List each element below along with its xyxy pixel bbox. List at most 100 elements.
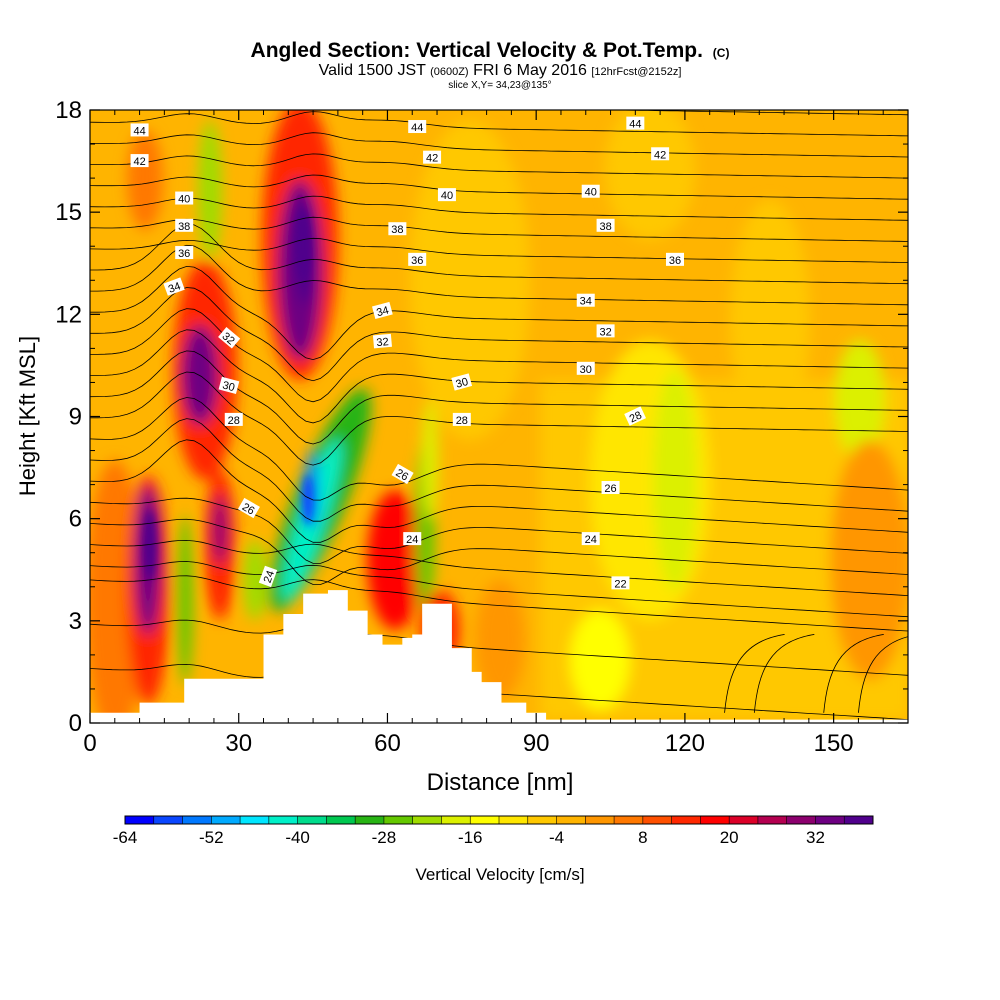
isentrope-line <box>90 539 908 596</box>
valid-date: FRI 6 May 2016 <box>473 62 587 79</box>
contour-label-text: 28 <box>456 415 468 427</box>
contour-label-text: 30 <box>455 376 470 391</box>
contour-label: 40 <box>175 191 194 206</box>
colorbar-tick-label: 32 <box>806 828 825 847</box>
colorbar-swatch <box>671 816 701 824</box>
contour-label-bg <box>403 532 422 546</box>
chart-title-unit: (C) <box>713 46 730 60</box>
contour-label-bg <box>408 252 427 266</box>
isentrope-line <box>90 195 908 221</box>
contour-label: 34 <box>371 301 393 320</box>
contour-label-bg <box>601 481 620 495</box>
contour-label-text: 38 <box>178 221 190 233</box>
contour-label: 24 <box>581 532 600 546</box>
contour-label: 28 <box>224 412 243 427</box>
contour-label-text: 30 <box>221 379 236 394</box>
y-tick-label: 0 <box>69 710 82 737</box>
colorbar-tick-label: -64 <box>113 828 138 847</box>
isentrope-line <box>90 439 908 543</box>
isentrope-line <box>90 111 908 137</box>
x-tick-label: 120 <box>665 730 705 757</box>
contour-label-text: 42 <box>133 156 145 168</box>
colorbar-swatch <box>844 816 874 824</box>
isentrope-line <box>90 575 908 632</box>
chart-subtitle-valid: Valid 1500 JST (0600Z) FRI 6 May 2016 [1… <box>319 62 682 79</box>
isentrope-line <box>90 561 908 618</box>
contour-label: 42 <box>423 150 442 165</box>
valid-forecast: [12hrFcst@2152z] <box>591 66 681 78</box>
contour-label: 36 <box>408 252 427 267</box>
contour-label-text: 36 <box>669 255 681 267</box>
contour-label: 30 <box>576 361 595 376</box>
contour-label-text: 34 <box>375 305 390 320</box>
colorbar-tick-label: 8 <box>638 828 647 847</box>
y-tick-label: 3 <box>69 608 82 635</box>
contour-label: 32 <box>596 324 615 338</box>
contour-label-bg <box>388 222 407 236</box>
colorbar-swatch <box>182 816 212 824</box>
colorbar-swatch <box>642 816 673 824</box>
isentrope-line <box>90 371 908 466</box>
contour-label: 24 <box>403 532 422 546</box>
isentrope-line <box>90 518 908 585</box>
y-tick-label: 15 <box>55 199 82 226</box>
isentrope-line <box>90 287 908 382</box>
contour-label-text: 38 <box>391 224 403 236</box>
contour-label-bg <box>218 327 241 349</box>
colorbar-tick-label: -28 <box>372 828 397 847</box>
x-tick-label: 30 <box>225 730 252 757</box>
contour-label: 44 <box>626 116 645 131</box>
x-tick-label: 90 <box>523 730 550 757</box>
contour-label-text: 34 <box>580 296 592 308</box>
contour-label-bg <box>626 116 645 130</box>
colorbar-swatch <box>786 816 816 824</box>
contour-label: 38 <box>388 222 407 236</box>
contour-label: 44 <box>130 123 149 137</box>
contour-label: 26 <box>391 463 414 485</box>
contour-label-text: 24 <box>406 534 418 546</box>
colorbar-swatch <box>153 816 184 824</box>
colorbar-swatch <box>815 816 845 824</box>
y-tick-label: 18 <box>55 97 82 124</box>
colorbar: -64 -52 -40 -28 -16 -4 8 20 32 <box>113 815 874 847</box>
colorbar-swatch <box>614 816 644 824</box>
contour-label: 42 <box>651 147 670 161</box>
contour-label-bg <box>581 184 600 198</box>
colorbar-swatch <box>757 816 788 824</box>
y-tick-label: 6 <box>69 506 82 533</box>
contour-label: 26 <box>237 497 260 519</box>
contour-label-bg <box>175 191 194 205</box>
isentrope-line <box>90 497 908 564</box>
contour-label-bg <box>163 277 185 296</box>
contour-label-bg <box>237 497 260 519</box>
contour-label-bg <box>437 188 456 202</box>
isentrope-line <box>90 397 908 501</box>
contour-label: 42 <box>130 154 149 168</box>
y-tick-label: 9 <box>69 404 82 431</box>
contour-label-bg <box>596 324 615 338</box>
contour-label-bg <box>218 376 240 394</box>
x-axis-label: Distance [nm] <box>427 769 574 796</box>
contour-label-bg <box>391 463 414 485</box>
contour-label-text: 26 <box>394 467 411 484</box>
contour-label-text: 32 <box>599 326 611 338</box>
contour-label: 30 <box>451 373 473 391</box>
isentrope-line <box>90 244 908 306</box>
isentrope-line <box>90 265 908 361</box>
colorbar-tick-label: -52 <box>199 828 224 847</box>
colorbar-swatch <box>383 816 414 824</box>
contour-label: 36 <box>175 246 194 260</box>
contour-label: 40 <box>437 188 456 202</box>
colorbar-swatch <box>326 816 356 824</box>
contour-label-text: 26 <box>240 501 257 518</box>
contour-label-text: 28 <box>228 415 240 427</box>
colorbar-label: Vertical Velocity [cm/s] <box>415 865 584 884</box>
contour-label-bg <box>423 150 442 164</box>
isentrope-line <box>90 418 908 522</box>
contour-label: 30 <box>218 376 240 394</box>
contour-label-text: 28 <box>628 409 644 425</box>
contour-label-text: 36 <box>411 255 423 267</box>
contour-label-bg <box>576 293 595 307</box>
colorbar-swatch <box>499 816 529 824</box>
